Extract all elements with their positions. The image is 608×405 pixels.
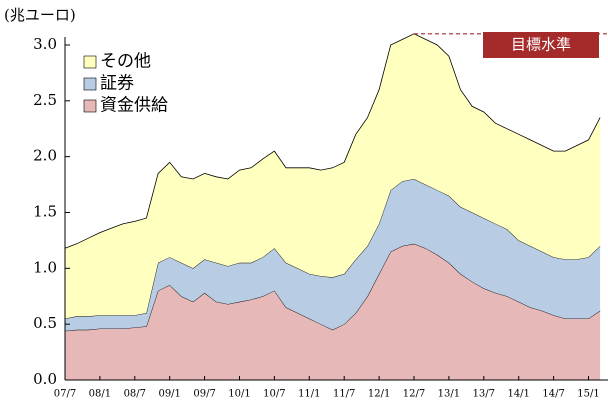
x-tick-label: 08/1: [89, 389, 111, 400]
y-tick-label: 2.5: [33, 91, 57, 109]
x-tick-label: 10/7: [263, 389, 285, 400]
x-tick-label: 14/7: [542, 389, 564, 400]
legend-swatch: [83, 77, 97, 91]
x-tick-label: 15/1: [577, 389, 599, 400]
target-box: [483, 32, 599, 58]
x-tick-label: 12/1: [368, 389, 390, 400]
x-tick-label: 09/1: [158, 389, 180, 400]
y-tick-label: 0.0: [33, 370, 57, 388]
target-label: 目標水準: [511, 36, 571, 54]
x-tick-label: 13/1: [438, 389, 460, 400]
x-tick-label: 09/7: [193, 389, 215, 400]
legend-label: 証券: [100, 74, 134, 94]
y-tick-label: 1.0: [33, 258, 57, 276]
x-tick-label: 11/1: [298, 389, 320, 400]
y-tick-label: 2.0: [33, 147, 57, 165]
x-tick-label: 13/7: [473, 389, 495, 400]
area: [65, 33, 601, 319]
y-axis-unit: (兆ユーロ): [4, 6, 76, 24]
x-tick-label: 14/1: [507, 389, 529, 400]
legend-label: 資金供給: [100, 96, 168, 116]
y-tick-label: 1.5: [33, 203, 57, 221]
area-edge: [64, 33, 601, 249]
x-tick-label: 08/7: [124, 389, 146, 400]
y-tick-label: 3.0: [33, 35, 57, 53]
x-tick-label: 11/7: [333, 389, 355, 400]
legend-swatch: [83, 55, 97, 69]
x-tick-label: 07/7: [54, 389, 76, 400]
area: [65, 179, 601, 331]
legend-label: その他: [100, 52, 151, 72]
y-tick-label: 0.5: [33, 314, 57, 332]
x-tick-label: 10/1: [228, 389, 250, 400]
x-tick-label: 12/7: [403, 389, 425, 400]
legend-swatch: [83, 99, 97, 113]
